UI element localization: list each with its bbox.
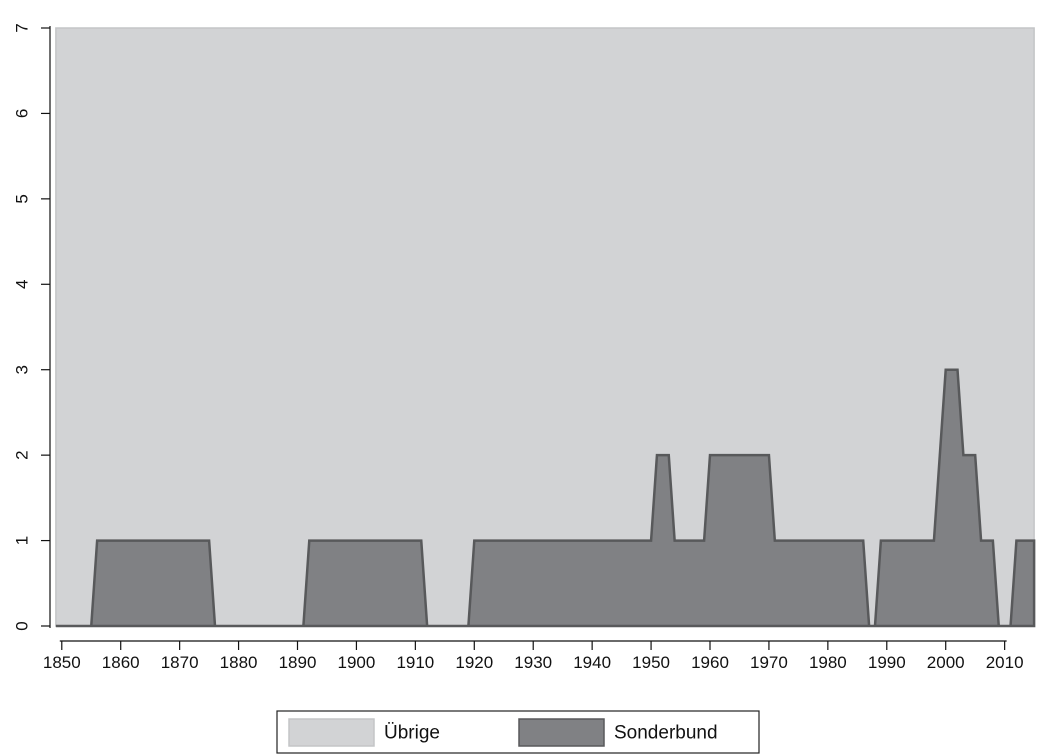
x-tick-label-2010: 2010 — [986, 653, 1024, 672]
y-tick-label-3: 3 — [13, 365, 32, 374]
legend-label-0: Übrige — [384, 723, 440, 744]
legend-label-1: Sonderbund — [614, 723, 718, 744]
x-tick-label-1880: 1880 — [220, 653, 258, 672]
x-tick-label-1990: 1990 — [868, 653, 906, 672]
x-tick-label-1920: 1920 — [455, 653, 493, 672]
x-tick-label-1890: 1890 — [279, 653, 317, 672]
area-series-ubrige — [55, 27, 1035, 627]
legend: Übrige Sonderbund — [276, 710, 760, 754]
plot-area — [55, 27, 1036, 628]
x-tick-label-1860: 1860 — [102, 653, 140, 672]
legend-key-1 — [518, 718, 605, 747]
y-tick-label-7: 7 — [13, 23, 32, 32]
x-tick-label-2000: 2000 — [927, 653, 965, 672]
y-tick-label-0: 0 — [13, 621, 32, 630]
x-tick-label-1850: 1850 — [43, 653, 81, 672]
x-tick-label-1900: 1900 — [338, 653, 376, 672]
y-tick-label-1: 1 — [13, 536, 32, 545]
y-tick-label-6: 6 — [13, 109, 32, 118]
axes: 0 1 2 3 4 5 6 7 1850 1860 1870 1880 1890 1900 1910 1920… — [13, 23, 1024, 672]
y-tick-label-4: 4 — [13, 280, 32, 289]
x-tick-label-1950: 1950 — [632, 653, 670, 672]
x-tick-label-1930: 1930 — [514, 653, 552, 672]
x-tick-label-1870: 1870 — [161, 653, 199, 672]
x-tick-label-1970: 1970 — [750, 653, 788, 672]
y-tick-label-2: 2 — [13, 450, 32, 459]
area-series-sonderbund — [55, 368, 1036, 628]
x-tick-label-1940: 1940 — [573, 653, 611, 672]
legend-key-0 — [288, 718, 375, 747]
x-tick-label-1910: 1910 — [396, 653, 434, 672]
x-tick-label-1980: 1980 — [809, 653, 847, 672]
y-tick-label-5: 5 — [13, 194, 32, 203]
x-tick-label-1960: 1960 — [691, 653, 729, 672]
